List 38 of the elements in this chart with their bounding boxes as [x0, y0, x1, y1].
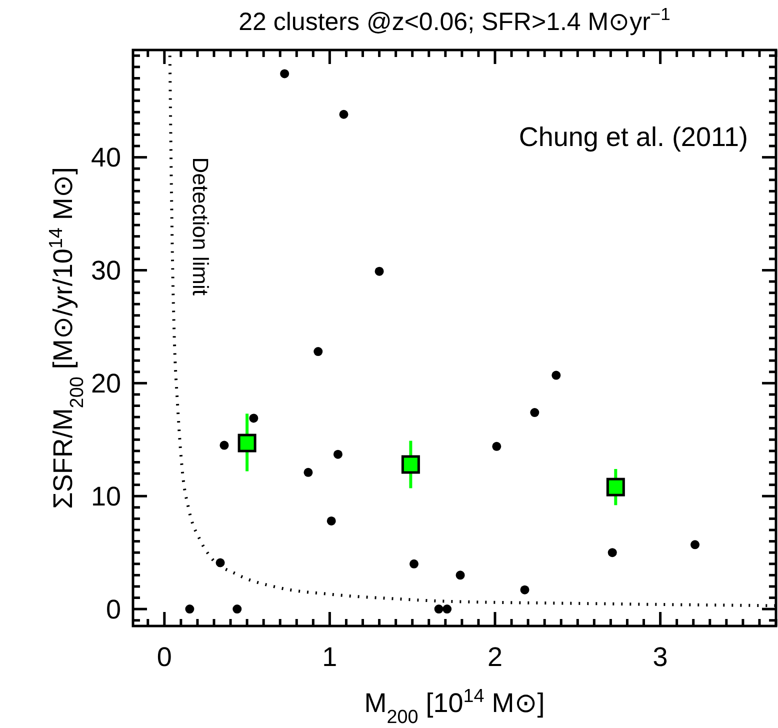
- point: [374, 266, 384, 276]
- point: [690, 540, 700, 550]
- point: [434, 604, 444, 614]
- point: [410, 559, 419, 568]
- point: [339, 110, 348, 119]
- point: [185, 604, 194, 614]
- point: [606, 478, 625, 496]
- point: [520, 585, 530, 594]
- y-tick-label: 0: [106, 594, 121, 625]
- point: [530, 408, 540, 418]
- point: [216, 558, 225, 568]
- x-tick-label: 1: [322, 642, 338, 672]
- y-tick-label: 10: [90, 482, 121, 512]
- point: [401, 455, 420, 474]
- y-tick-label: 40: [90, 142, 121, 173]
- x-tick-label: 0: [156, 642, 172, 672]
- point: [220, 440, 229, 450]
- y-tick-label: 30: [90, 256, 121, 286]
- point: [552, 370, 561, 380]
- chart-title: 22 clusters @z<0.06; SFR>1.4 M⊙yr$^{−1}$: [238, 4, 670, 36]
- point: [304, 468, 313, 477]
- point: [238, 434, 256, 452]
- text: Detection limit: [188, 157, 214, 296]
- y-tick-label: 20: [90, 368, 121, 399]
- x-tick-label: 3: [652, 642, 668, 672]
- point: [249, 414, 258, 423]
- annotation: Chung et al. (2011): [518, 122, 748, 152]
- point: [333, 450, 342, 459]
- x-axis-title: M$_{200}$ [10$^{14}$ M⊙]: [364, 686, 545, 728]
- point: [280, 69, 290, 78]
- point: [232, 604, 242, 614]
- point: [492, 442, 502, 451]
- point: [326, 516, 336, 526]
- point: [456, 570, 465, 580]
- x-tick-label: 2: [487, 642, 503, 672]
- point: [608, 548, 617, 558]
- point: [314, 347, 323, 356]
- point: [442, 604, 452, 614]
